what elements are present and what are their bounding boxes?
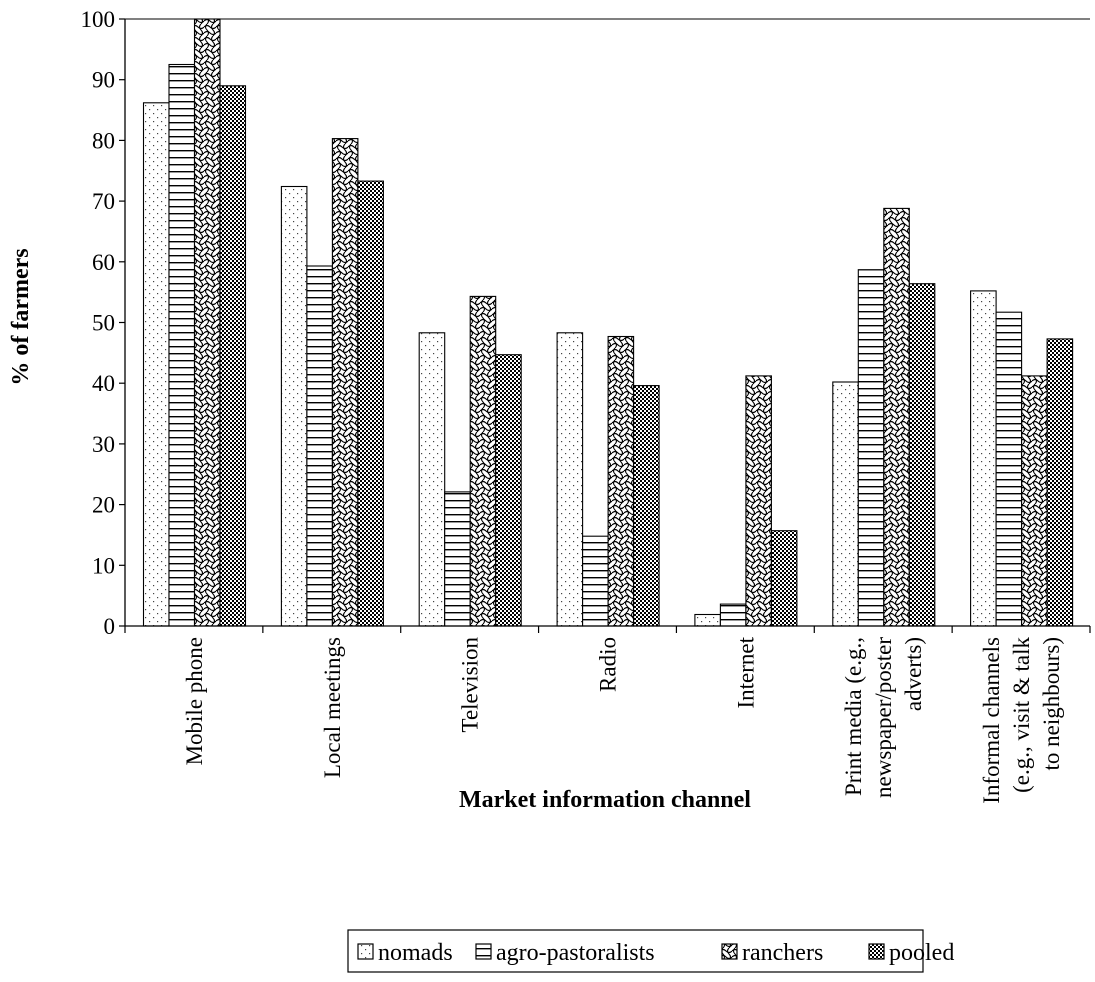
bar-ranchers-5	[883, 207, 910, 627]
y-tick-label: 70	[92, 189, 115, 214]
y-tick-label: 40	[92, 371, 115, 396]
bar-pooled-1	[357, 180, 384, 627]
bar-agro-pastoralists-5	[857, 269, 885, 627]
x-axis-title: Market information channel	[459, 787, 751, 813]
bar-agro-pastoralists-0	[168, 63, 196, 627]
y-tick-label: 90	[92, 68, 115, 93]
legend-label: ranchers	[742, 940, 823, 966]
legend-item-ranchers: ranchers	[721, 940, 823, 966]
y-tick-label: 50	[92, 311, 115, 336]
legend-label: pooled	[889, 940, 954, 966]
x-category-label-line: Mobile phone	[182, 637, 207, 765]
bar-pooled-0	[219, 85, 247, 627]
bar-pooled-6	[1046, 338, 1074, 627]
legend-item-nomads: nomads	[357, 940, 453, 966]
bar-pooled-5	[908, 283, 936, 627]
x-category-label: Internet	[733, 636, 758, 708]
x-category-label-line: Print media (e.g.,	[841, 637, 866, 796]
legend-item-pooled: pooled	[868, 940, 954, 966]
y-tick-label: 10	[92, 553, 115, 578]
bar-nomads-3	[556, 332, 584, 627]
y-tick-label: 20	[92, 493, 115, 518]
axes-layer: 0 10 20 30 40 50 60 70 80 90 100 Mobile phone Local …	[81, 7, 1091, 804]
bar-nomads-4	[694, 613, 721, 627]
x-category-label-line: (e.g., visit & talk	[1009, 637, 1034, 793]
bars-layer	[142, 18, 1074, 627]
x-category-label: Mobile phone	[182, 637, 207, 765]
legend-swatch	[721, 943, 738, 960]
x-category-label-line: newspaper/poster	[871, 637, 896, 798]
bar-nomads-2	[418, 332, 446, 627]
y-tick-label: 0	[104, 614, 116, 639]
x-category-label: Informal channels (e.g., visit & talk to n…	[979, 637, 1064, 804]
x-category-label-line: adverts)	[901, 637, 926, 711]
bar-nomads-1	[280, 185, 308, 627]
bar-pooled-4	[770, 530, 798, 627]
bar-agro-pastoralists-2	[444, 491, 471, 627]
bar-ranchers-0	[193, 18, 221, 627]
bar-ranchers-3	[607, 335, 635, 627]
bar-nomads-5	[832, 381, 859, 627]
x-category-label-line: Local meetings	[320, 637, 345, 778]
legend-swatch	[868, 943, 885, 960]
x-category-label: Local meetings	[320, 637, 345, 778]
x-category-label-line: Internet	[733, 636, 758, 708]
x-category-label-line: Radio	[596, 637, 621, 692]
y-axis-title: % of farmers	[8, 248, 34, 385]
x-category-label: Print media (e.g., newspaper/poster advert…	[841, 637, 926, 798]
legend-item-agro-pastoralists: agro-pastoralists	[475, 940, 655, 966]
legend-label: nomads	[378, 940, 453, 966]
legend-label: agro-pastoralists	[496, 940, 655, 966]
x-category-label-line: Television	[458, 637, 483, 733]
bar-ranchers-4	[745, 375, 772, 627]
bar-nomads-6	[970, 290, 997, 627]
legend-frame	[347, 929, 924, 973]
y-tick-label: 60	[92, 250, 115, 275]
y-tick-label: 30	[92, 432, 115, 457]
x-category-label: Television	[458, 637, 483, 733]
bar-ranchers-2	[469, 295, 497, 627]
bar-ranchers-6	[1021, 375, 1048, 627]
bar-agro-pastoralists-4	[719, 603, 747, 627]
x-category-label-line: to neighbours)	[1039, 637, 1064, 771]
legend-swatch	[475, 943, 492, 960]
y-tick-label: 80	[92, 128, 115, 153]
legend-swatch	[357, 943, 374, 960]
bar-pooled-3	[633, 385, 660, 627]
bar-nomads-0	[142, 102, 170, 627]
x-category-label: Radio	[596, 637, 621, 692]
bar-agro-pastoralists-1	[306, 265, 333, 627]
legend: nomads agro-pastoralists ranchers pooled	[347, 929, 954, 973]
bar-ranchers-1	[331, 138, 359, 627]
bar-pooled-2	[495, 354, 522, 627]
x-category-label-line: Informal channels	[979, 637, 1004, 804]
bar-agro-pastoralists-3	[582, 535, 609, 627]
bar-agro-pastoralists-6	[995, 311, 1023, 627]
y-tick-label: 100	[81, 7, 116, 32]
